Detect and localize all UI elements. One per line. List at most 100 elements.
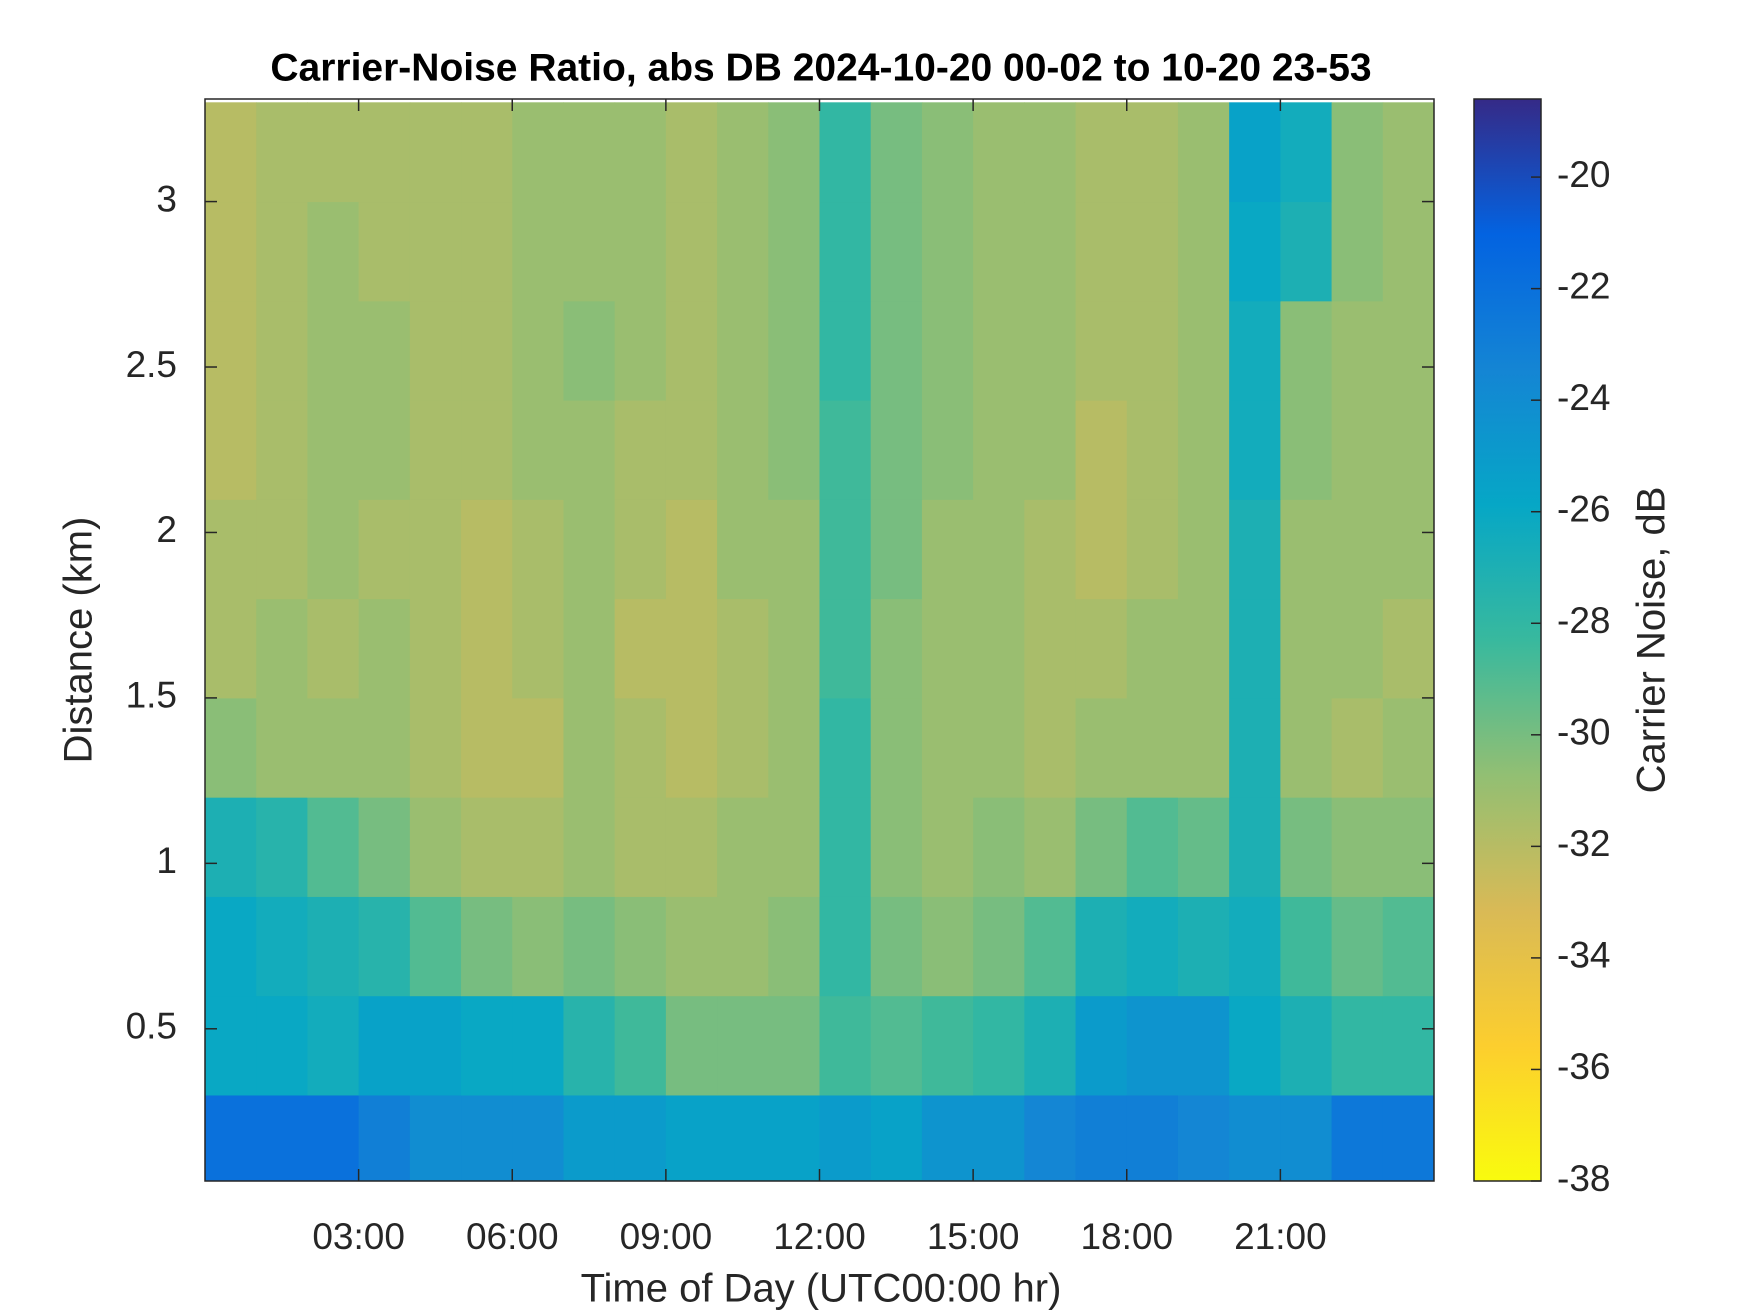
heatmap-cell <box>256 896 308 997</box>
heatmap-cell <box>1229 300 1281 401</box>
heatmap-cell <box>921 797 974 897</box>
heatmap-cell <box>307 102 360 203</box>
heatmap-cell <box>614 1094 667 1181</box>
heatmap-cell <box>461 499 513 600</box>
heatmap-cell <box>512 400 564 500</box>
heatmap-cell <box>1075 995 1128 1096</box>
heatmap-cell <box>358 598 411 699</box>
heatmap-cell <box>921 697 974 798</box>
heatmap-cell <box>1280 201 1333 302</box>
heatmap-cell <box>358 102 411 203</box>
heatmap-cell <box>1382 697 1434 798</box>
heatmap-cell <box>307 896 360 997</box>
heatmap-cell <box>1331 1094 1384 1181</box>
heatmap-cell <box>205 797 257 897</box>
heatmap-cell <box>1024 896 1077 997</box>
heatmap-cell <box>717 598 769 699</box>
heatmap-cell <box>1280 400 1333 500</box>
heatmap <box>205 102 1434 1181</box>
y-tick-label: 0.5 <box>126 1006 177 1047</box>
heatmap-cell <box>1177 995 1230 1096</box>
heatmap-cell <box>768 400 820 500</box>
heatmap-cell <box>409 797 462 897</box>
heatmap-cell <box>358 1094 411 1181</box>
y-tick-label: 2 <box>156 509 177 550</box>
heatmap-cell <box>921 598 974 699</box>
heatmap-cell <box>1177 201 1230 302</box>
heatmap-cell <box>1024 300 1077 401</box>
heatmap-cell <box>870 995 923 1096</box>
heatmap-cell <box>1024 697 1077 798</box>
heatmap-cell <box>205 400 257 500</box>
heatmap-cell <box>1177 598 1230 699</box>
heatmap-cell <box>461 102 513 203</box>
heatmap-cell <box>614 598 667 699</box>
heatmap-cell <box>870 797 923 897</box>
heatmap-cell <box>1126 201 1179 302</box>
heatmap-cell <box>870 499 923 600</box>
heatmap-cell <box>717 499 769 600</box>
colorbar-tick-label: -28 <box>1557 600 1610 641</box>
heatmap-cell <box>1075 598 1128 699</box>
heatmap-cell <box>614 797 667 897</box>
heatmap-cell <box>1126 896 1179 997</box>
heatmap-cell <box>512 201 564 302</box>
heatmap-cell <box>256 499 308 600</box>
heatmap-cell <box>1126 797 1179 897</box>
heatmap-cell <box>717 300 769 401</box>
heatmap-cell <box>461 1094 513 1181</box>
heatmap-cell <box>665 995 718 1096</box>
heatmap-cell <box>921 400 974 500</box>
heatmap-cell <box>1177 896 1230 997</box>
heatmap-cell <box>665 201 718 302</box>
heatmap-cell <box>1075 697 1128 798</box>
heatmap-cell <box>307 697 360 798</box>
heatmap-cell <box>819 300 872 401</box>
heatmap-cell <box>819 995 872 1096</box>
heatmap-cell <box>358 499 411 600</box>
heatmap-cell <box>307 995 360 1096</box>
heatmap-cell <box>512 598 564 699</box>
heatmap-cell <box>1177 1094 1230 1181</box>
chart-title: Carrier-Noise Ratio, abs DB 2024-10-20 0… <box>270 46 1371 89</box>
heatmap-cell <box>1382 896 1434 997</box>
colorbar-tick-label: -22 <box>1557 265 1610 306</box>
heatmap-cell <box>409 201 462 302</box>
heatmap-cell <box>1024 400 1077 500</box>
heatmap-cell <box>1280 499 1333 600</box>
heatmap-cell <box>717 697 769 798</box>
x-tick-label: 15:00 <box>927 1216 1020 1257</box>
heatmap-cell <box>512 995 564 1096</box>
heatmap-cell <box>1126 995 1179 1096</box>
heatmap-cell <box>768 1094 820 1181</box>
heatmap-cell <box>409 499 462 600</box>
heatmap-cell <box>768 697 820 798</box>
heatmap-cell <box>1075 400 1128 500</box>
heatmap-cell <box>1280 797 1333 897</box>
heatmap-cell <box>870 598 923 699</box>
heatmap-cell <box>205 300 257 401</box>
heatmap-cell <box>1382 995 1434 1096</box>
heatmap-cell <box>256 797 308 897</box>
heatmap-cell <box>409 995 462 1096</box>
heatmap-cell <box>665 400 718 500</box>
heatmap-cell <box>1229 102 1281 203</box>
heatmap-cell <box>1229 797 1281 897</box>
heatmap-cell <box>358 201 411 302</box>
heatmap-cell <box>819 896 872 997</box>
x-tick-label: 18:00 <box>1080 1216 1173 1257</box>
heatmap-cell <box>665 598 718 699</box>
heatmap-cell <box>819 797 872 897</box>
x-tick-label: 21:00 <box>1234 1216 1327 1257</box>
heatmap-cell <box>1229 697 1281 798</box>
heatmap-cell <box>461 300 513 401</box>
heatmap-cell <box>973 102 1025 203</box>
heatmap-cell <box>563 1094 616 1181</box>
heatmap-cell <box>614 499 667 600</box>
heatmap-cell <box>614 995 667 1096</box>
heatmap-cell <box>358 697 411 798</box>
heatmap-cell <box>563 201 616 302</box>
heatmap-cell <box>1024 201 1077 302</box>
heatmap-cell <box>205 697 257 798</box>
